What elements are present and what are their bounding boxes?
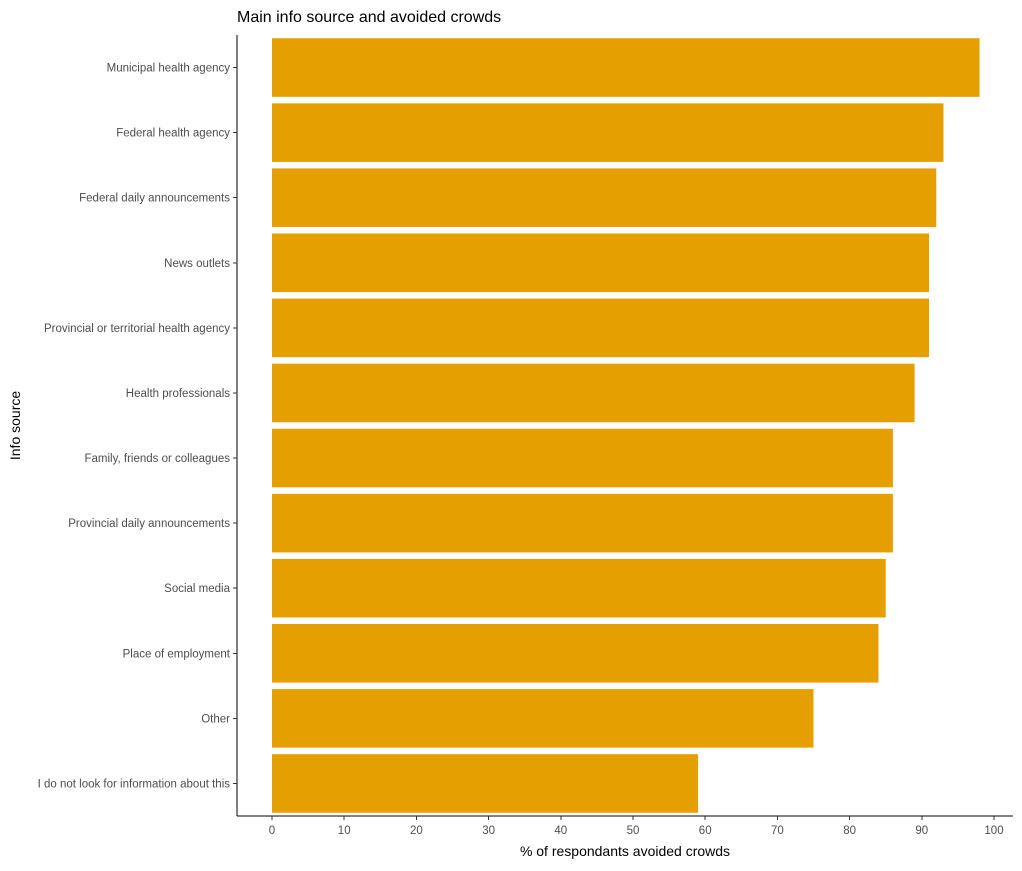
bar xyxy=(272,233,930,293)
y-tick-label: Provincial or territorial health agency xyxy=(44,323,230,335)
y-tick-label: I do not look for information about this xyxy=(38,778,231,790)
y-tick-label: Place of employment xyxy=(123,648,231,660)
axes-layer xyxy=(236,35,1013,817)
x-axis-ticks: 0 10 20 30 40 50 60 70 80 90 100 xyxy=(269,816,1004,837)
x-tick-label: 100 xyxy=(984,825,1003,837)
x-tick-label: 50 xyxy=(627,825,640,837)
chart-title: Main info source and avoided crowds xyxy=(237,9,501,26)
x-tick-label: 40 xyxy=(554,825,567,837)
x-tick-label: 90 xyxy=(915,825,928,837)
y-tick-label: Municipal health agency xyxy=(107,63,231,75)
bar xyxy=(272,38,980,97)
y-axis-title: Info source xyxy=(7,391,23,460)
y-tick-label: News outlets xyxy=(164,258,230,270)
y-tick-label: Provincial daily announcements xyxy=(68,518,230,530)
x-tick-label: 80 xyxy=(843,825,856,837)
y-tick-label: Social media xyxy=(164,583,230,595)
x-tick-label: 60 xyxy=(699,825,712,837)
bar xyxy=(272,493,893,553)
y-tick-label: Federal health agency xyxy=(116,128,230,140)
x-tick-label: 70 xyxy=(771,825,784,837)
bar xyxy=(272,168,937,227)
y-tick-label: Health professionals xyxy=(126,388,230,400)
bars-layer xyxy=(272,38,980,813)
x-tick-label: 30 xyxy=(482,825,495,837)
bar xyxy=(272,363,915,423)
x-tick-label: 0 xyxy=(269,825,275,837)
x-tick-label: 10 xyxy=(338,825,351,837)
y-tick-label: Other xyxy=(201,713,230,725)
y-axis-ticks: Municipal health agency Federal health ag… xyxy=(38,63,237,790)
y-tick-label: Federal daily announcements xyxy=(79,193,230,205)
bar xyxy=(272,298,930,358)
bar xyxy=(272,624,879,683)
x-tick-label: 20 xyxy=(410,825,423,837)
y-tick-label: Family, friends or colleagues xyxy=(84,453,230,465)
bar xyxy=(272,754,698,813)
bar xyxy=(272,558,886,618)
x-axis-title: % of respondants avoided crowds xyxy=(520,843,730,859)
bar xyxy=(272,689,814,748)
bar xyxy=(272,103,944,162)
bar xyxy=(272,428,893,488)
